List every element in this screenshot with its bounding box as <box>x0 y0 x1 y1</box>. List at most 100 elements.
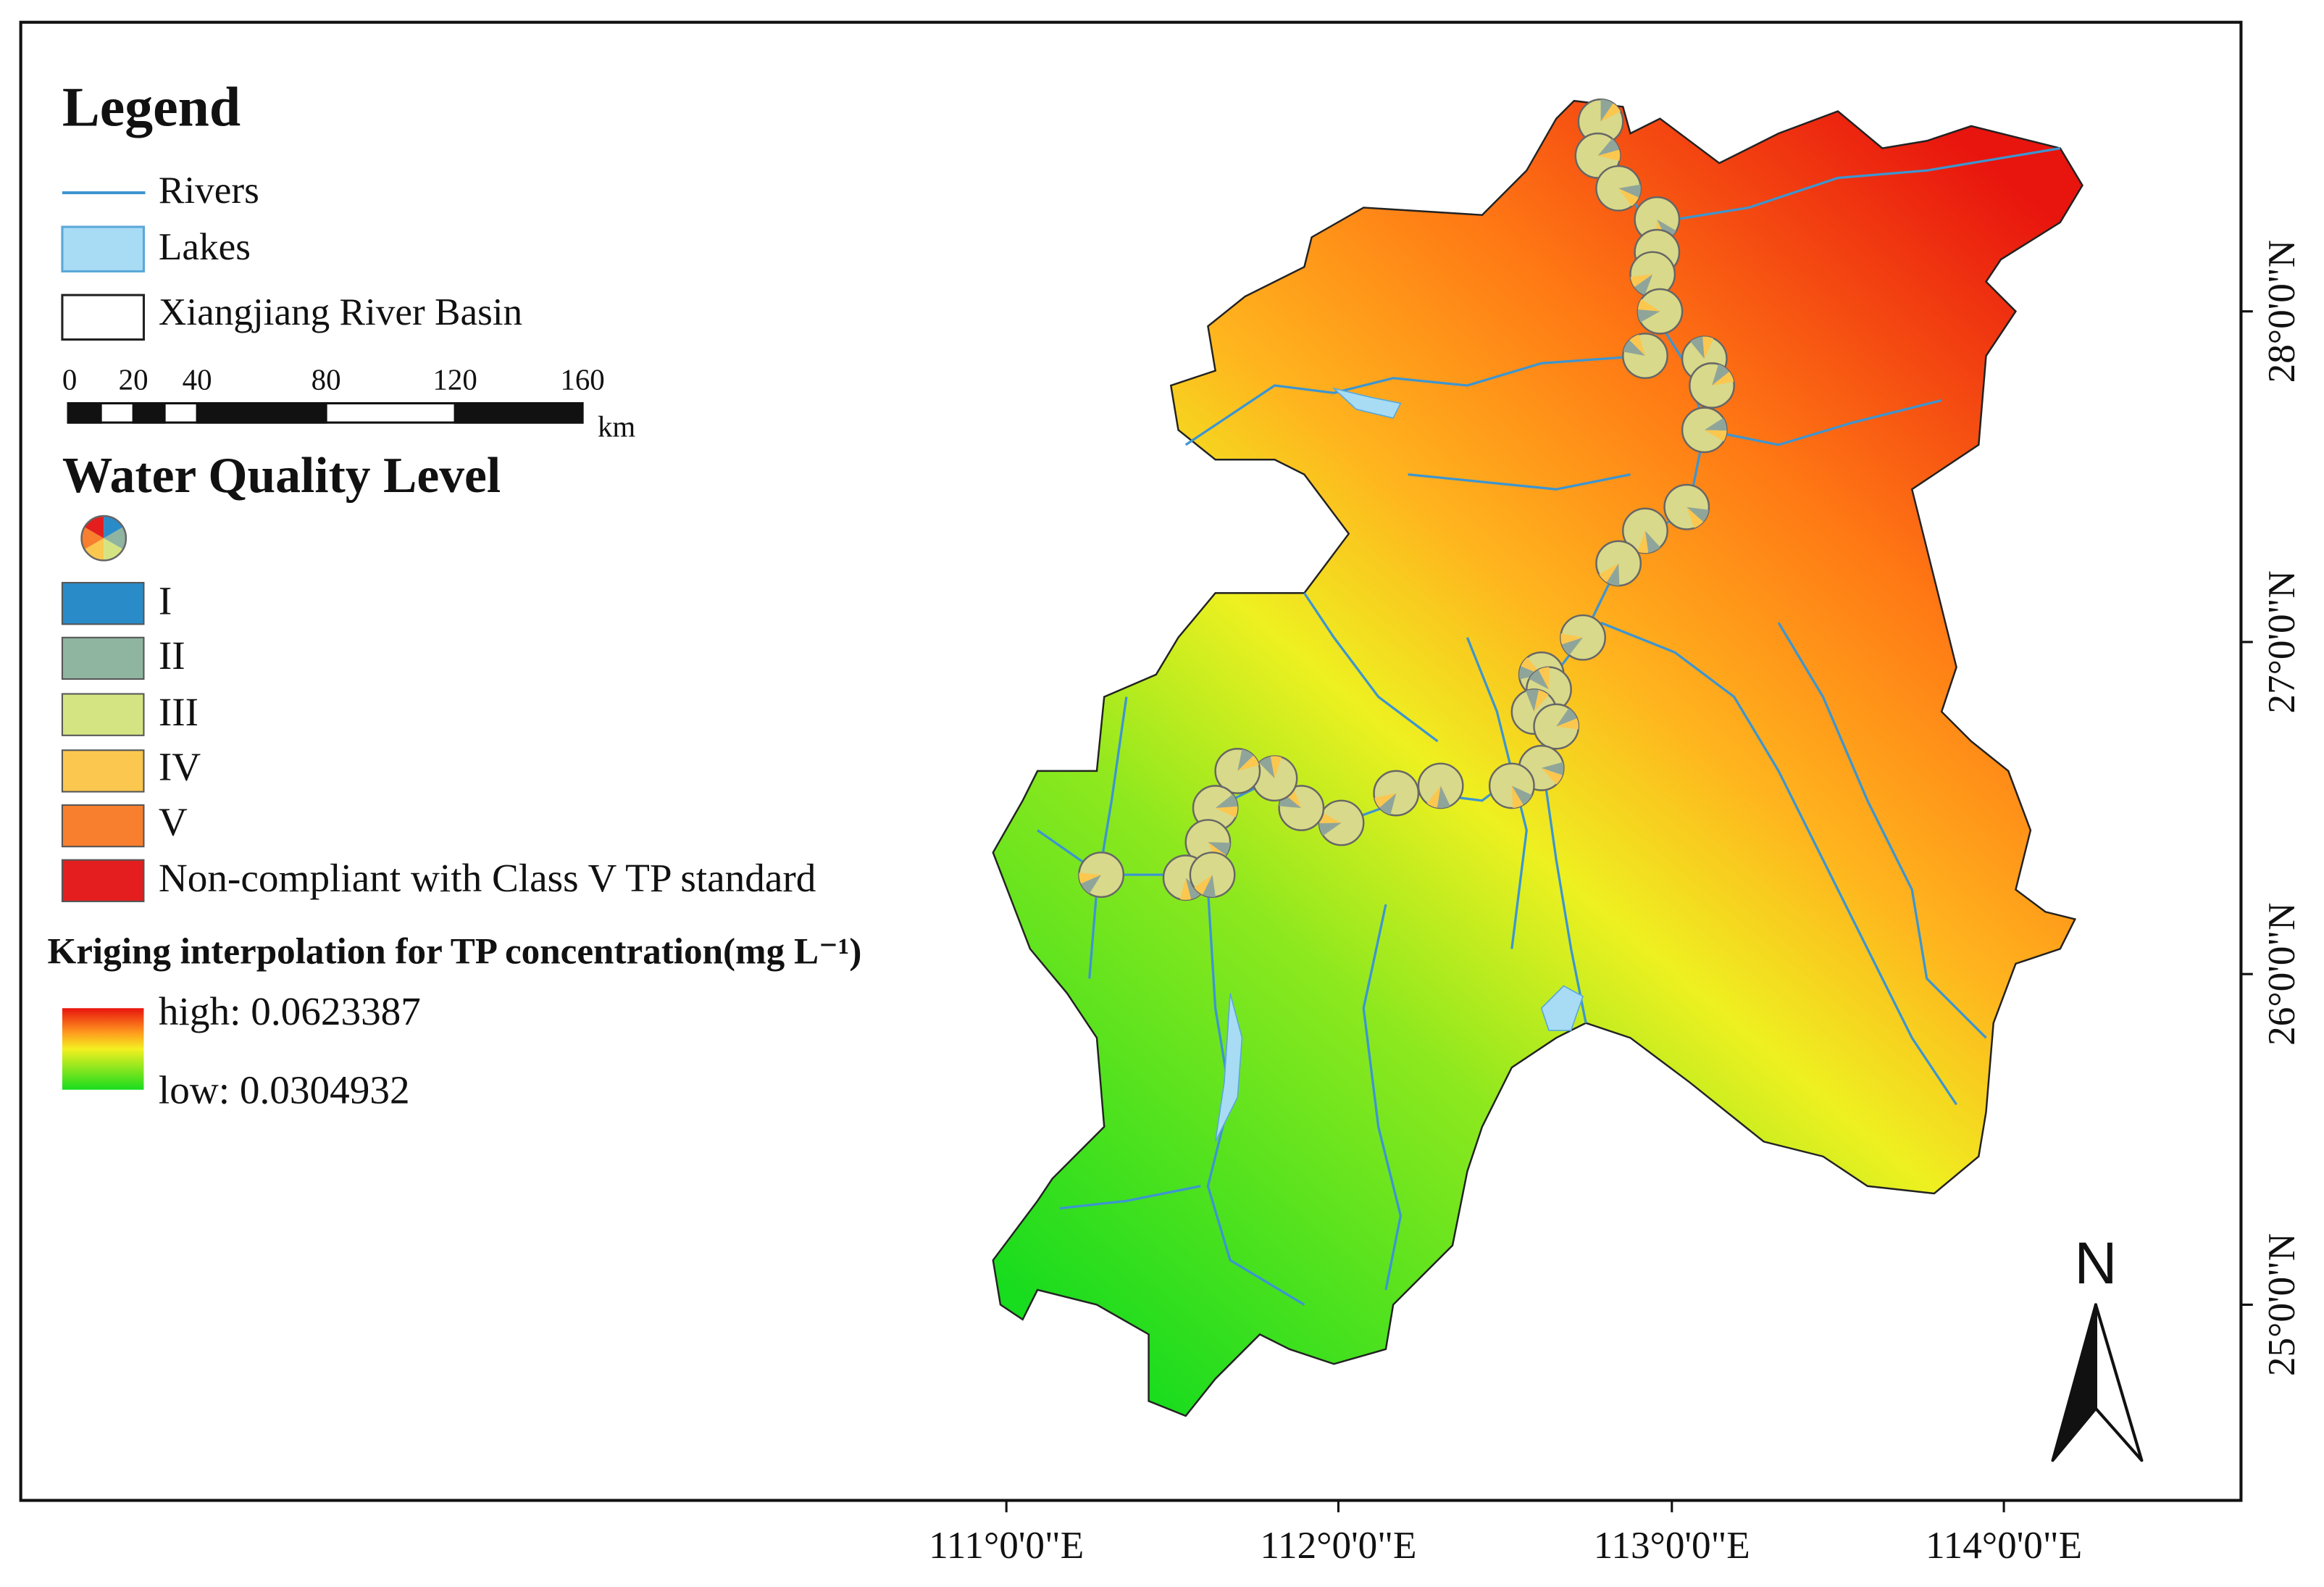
pie-slice <box>1534 690 1549 712</box>
legend-title: Legend <box>62 75 241 138</box>
pie-slice <box>1511 786 1532 805</box>
station-pie <box>1574 132 1621 179</box>
pie-slice <box>1529 670 1549 690</box>
pie-slice <box>1644 530 1660 553</box>
pie-outline <box>80 515 128 562</box>
kriging-high: high: 0.0623387 <box>159 989 421 1033</box>
pie-slice <box>1600 103 1621 122</box>
pie-slice <box>1634 274 1653 296</box>
scale-label: 40 <box>183 363 212 396</box>
pie-slice <box>1437 786 1450 809</box>
scale-label: 0 <box>62 363 77 396</box>
pie-slice <box>1202 875 1216 897</box>
pie-slice <box>1194 875 1213 895</box>
station-pie <box>1251 755 1298 802</box>
station-pie <box>1681 407 1728 454</box>
class-swatch <box>61 693 145 736</box>
pie-slice <box>1597 138 1620 156</box>
pie-slice <box>1702 336 1714 359</box>
class-swatch <box>61 749 145 793</box>
lakes <box>1214 387 1584 1142</box>
longitude-label: 112°0'0"E <box>1260 1524 1416 1567</box>
pie-slice <box>1179 878 1192 900</box>
scale-bar <box>67 401 584 424</box>
pie-slice <box>1541 767 1563 785</box>
kriging-title: Kriging interpolation for TP concentrati… <box>47 930 861 972</box>
station-pie <box>1488 762 1535 809</box>
kriging-ramp <box>62 1008 144 1090</box>
station-pie <box>1637 288 1684 335</box>
pie-slice <box>1379 793 1397 815</box>
basin-symbol <box>61 293 145 341</box>
class-label: II <box>159 633 185 678</box>
legend-pie <box>80 515 128 562</box>
pie-slice <box>1704 417 1727 431</box>
latitude-label: 28°0'0"N <box>2260 240 2303 383</box>
station-pie <box>1373 770 1420 817</box>
class-swatch <box>61 859 145 902</box>
pie-slice <box>1597 149 1621 161</box>
class-label: III <box>159 690 198 734</box>
station-pie <box>1663 483 1710 530</box>
scale-label: 20 <box>119 363 149 396</box>
pie-slice <box>1637 530 1649 554</box>
pie-slice <box>1686 507 1704 528</box>
latitude-label: 25°0'0"N <box>2260 1233 2303 1376</box>
scale-label: 160 <box>560 363 604 396</box>
pie-slice <box>1712 364 1730 386</box>
pie-slice <box>1600 99 1613 122</box>
station-pie <box>1214 747 1261 794</box>
station-pie <box>1622 507 1668 554</box>
pie-slice <box>1686 507 1709 522</box>
station-pie <box>1622 333 1668 379</box>
latitude-label: 26°0'0"N <box>2260 903 2303 1046</box>
pie-slice <box>1541 762 1564 775</box>
pie-slice <box>1079 872 1102 884</box>
pie-slice <box>1630 274 1653 288</box>
station-pie <box>1595 540 1642 587</box>
scale-label: 120 <box>432 363 477 396</box>
legend-item: Lakes <box>159 225 251 268</box>
pie-slice <box>1637 299 1660 312</box>
station-pie <box>1560 614 1606 661</box>
pie-slice <box>1511 786 1523 809</box>
latitude-label: 27°0'0"N <box>2260 570 2303 713</box>
pie-slice <box>1318 812 1342 823</box>
north-arrow <box>2051 1303 2144 1462</box>
north-label: N <box>2074 1230 2117 1296</box>
station-pie <box>1595 164 1642 212</box>
pie-slice <box>104 527 126 550</box>
longitude-label: 113°0'0"E <box>1594 1524 1750 1567</box>
longitude-label: 114°0'0"E <box>1926 1524 2082 1567</box>
class-label: Non-compliant with Class V TP standard <box>159 856 816 900</box>
scale-unit: km <box>598 411 635 443</box>
kriging-low: low: 0.0304932 <box>159 1068 410 1112</box>
monitoring-pies <box>1078 98 1735 901</box>
pie-slice <box>1208 842 1231 856</box>
station-pie <box>1278 785 1325 831</box>
pie-slice <box>1623 340 1645 357</box>
pie-slice <box>1629 334 1645 357</box>
longitude-ticks <box>1005 310 2253 1512</box>
station-pie <box>1318 799 1365 846</box>
water-quality-title: Water Quality Level <box>62 448 501 504</box>
pie-slice <box>1426 786 1441 808</box>
class-swatch <box>61 582 145 625</box>
pie-slice <box>1519 666 1542 680</box>
pie-slice <box>1215 794 1238 809</box>
station-pie <box>1417 762 1464 809</box>
pie-slice <box>1560 633 1584 645</box>
lake-symbol <box>61 225 145 272</box>
pie-slice <box>1237 749 1254 771</box>
pie-slice <box>1556 718 1579 730</box>
class-label: IV <box>159 745 201 789</box>
pie-slice <box>1237 755 1259 771</box>
station-pie <box>1533 703 1580 750</box>
station-pie <box>1192 785 1239 831</box>
legend-item: Rivers <box>159 169 259 212</box>
pie-slice <box>1215 806 1238 817</box>
pie-slice <box>1318 822 1342 836</box>
pie-slice <box>1270 756 1282 779</box>
class-label: I <box>159 578 172 622</box>
